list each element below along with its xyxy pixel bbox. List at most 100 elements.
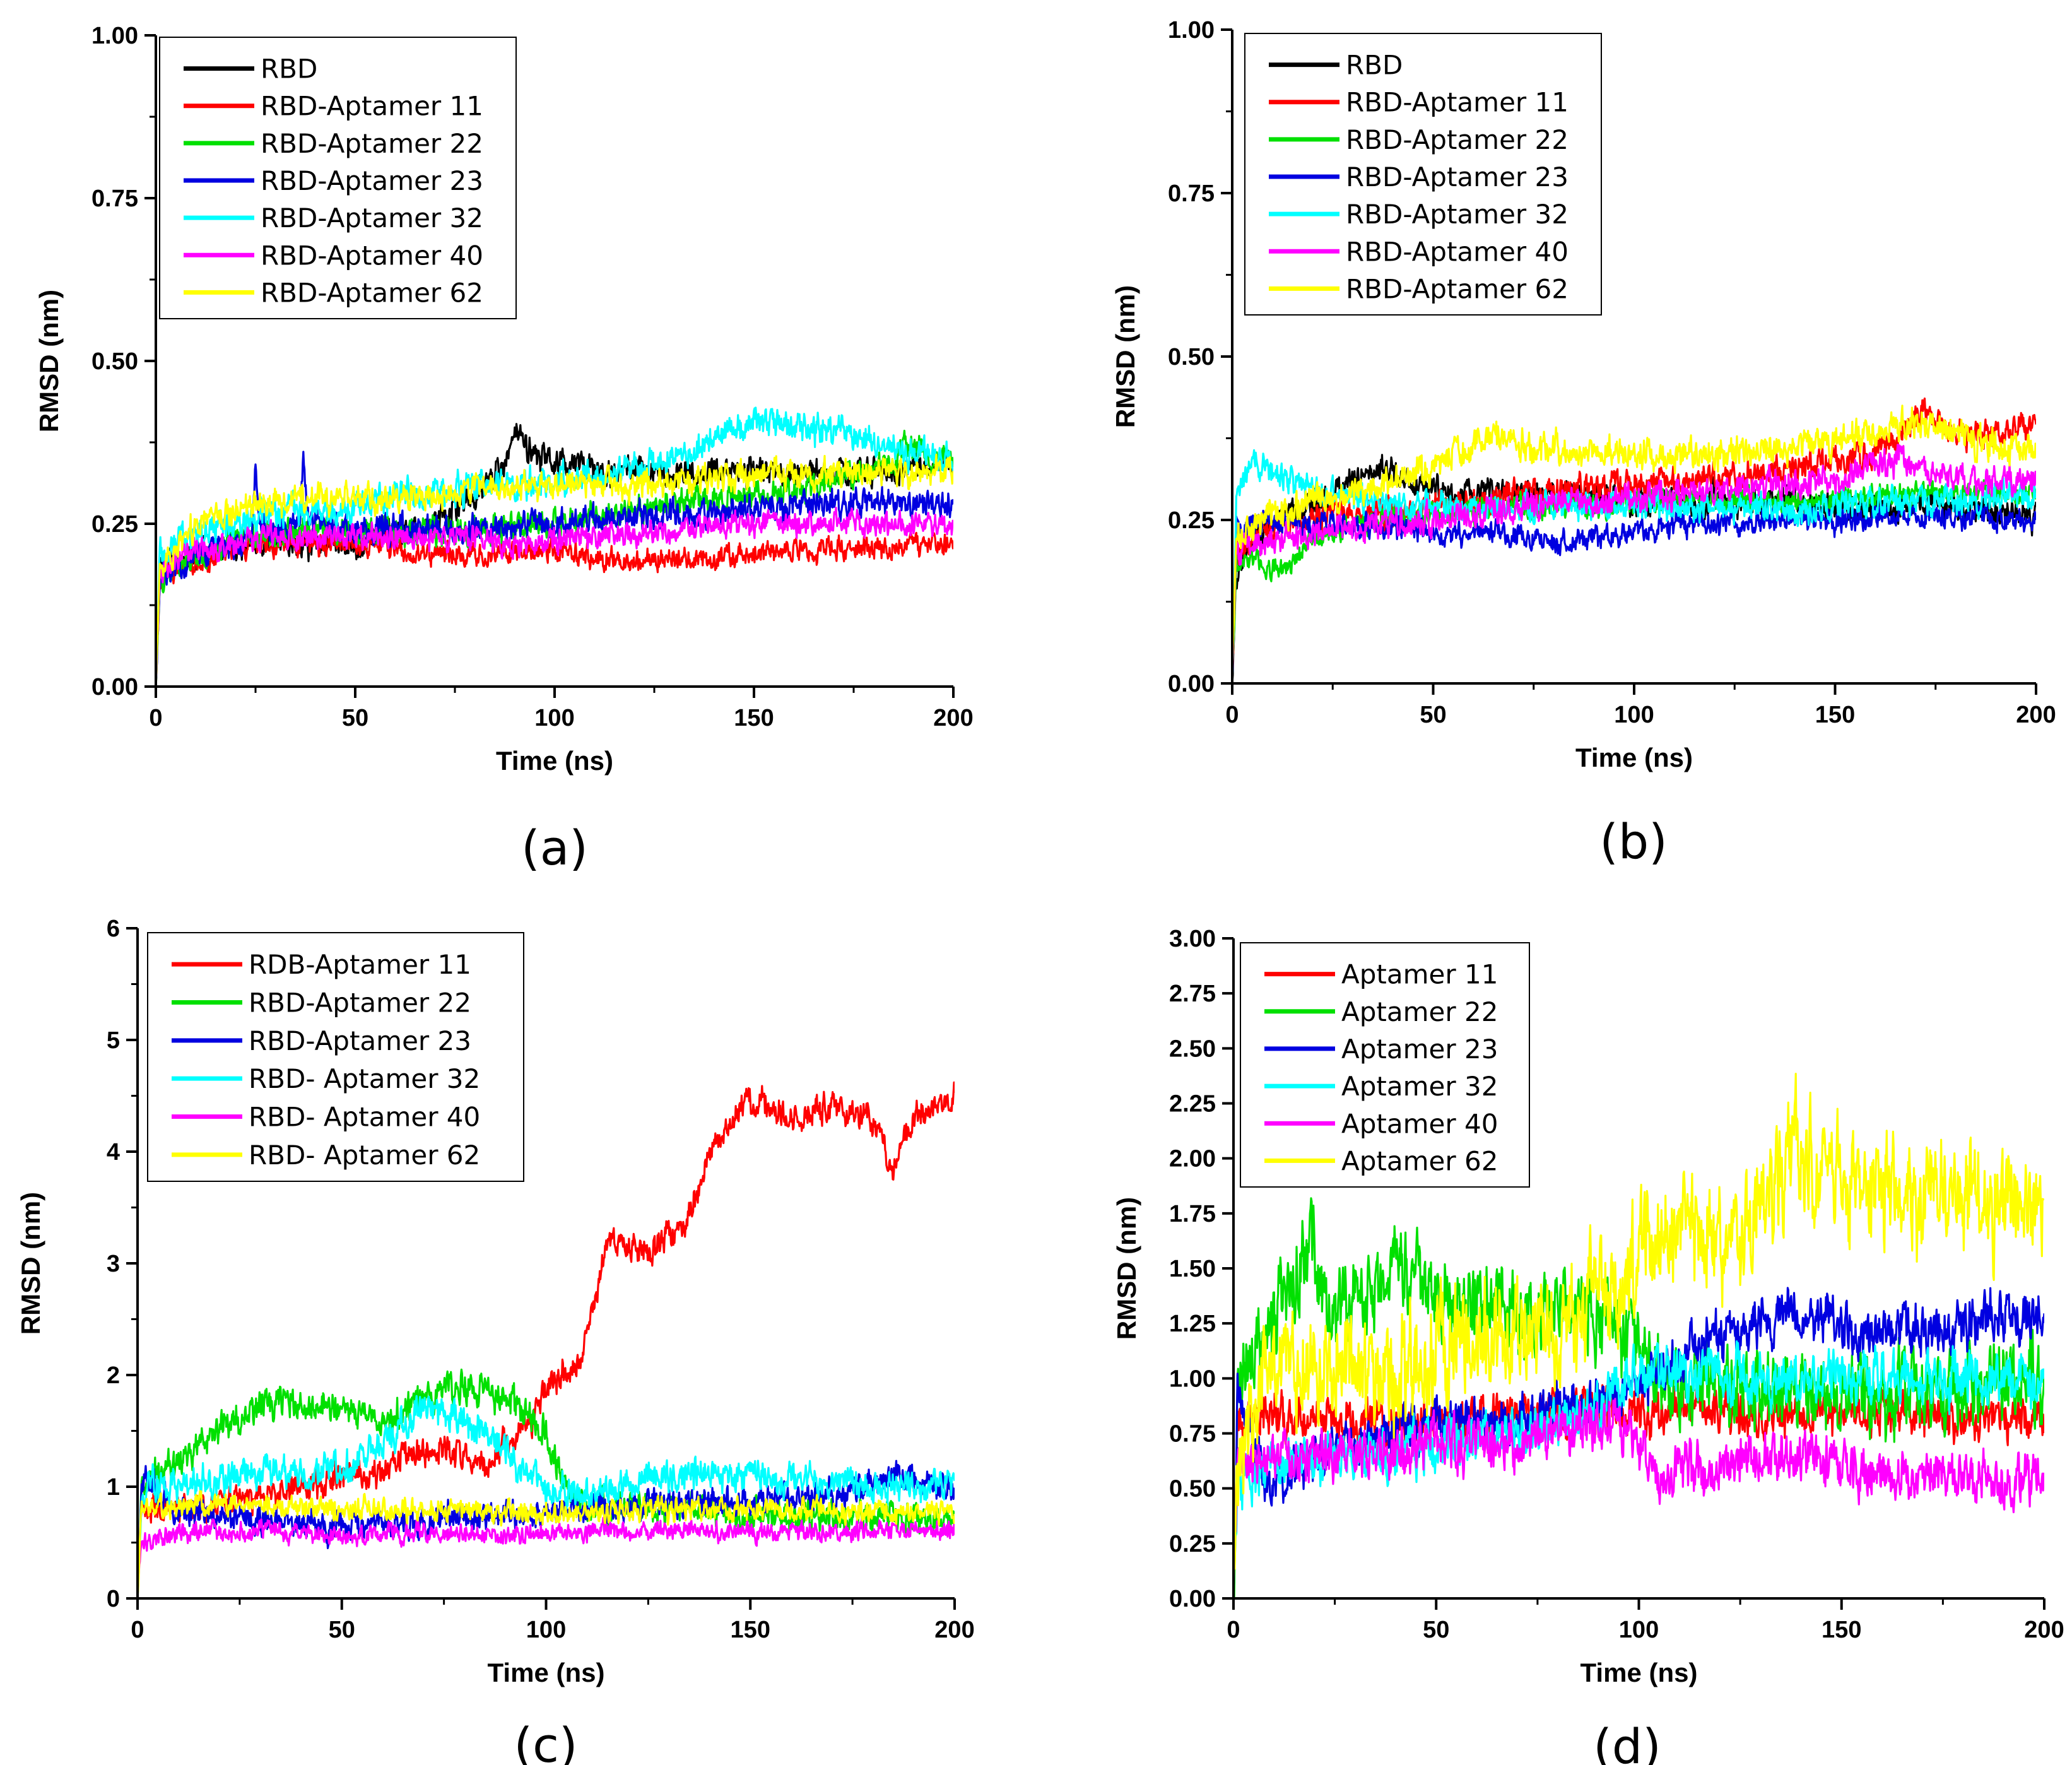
legend: RBD RBD-Aptamer 11 RBD-Aptamer 22 RBD-Aptam… [1244,33,1602,316]
x-tick-label: 0 [1227,1617,1240,1643]
legend-entry-label: RBD-Aptamer 23 [249,1025,471,1056]
y-tick-label: 0.25 [1168,507,1215,534]
series-line-rbd-aptamer-40 [1232,444,2036,683]
series-line-aptamer-62 [1233,1073,2044,1598]
y-tick-label: 1.00 [1169,1366,1216,1392]
chart-panel-b: 0 50 100 150 200 0.00 0.25 0.50 0.75 1.00 Time (ns… [1110,17,2056,870]
legend-entry-label: RBD-Aptamer 11 [261,91,483,122]
y-tick-label: 3 [107,1251,120,1277]
legend-entry-label: RBD-Aptamer 11 [1346,87,1569,118]
legend-entry-label: RBD-Aptamer 22 [1346,124,1569,155]
legend-box [1244,33,1602,316]
y-tick-label: 5 [107,1027,120,1054]
y-tick-label: 1.00 [1168,17,1215,44]
y-tick-label: 0.50 [1168,344,1215,370]
y-tick-label: 0 [107,1586,120,1612]
legend-entry-label: Aptamer 40 [1341,1108,1498,1139]
y-tick-label: 2.00 [1169,1146,1216,1172]
x-tick-label: 50 [1420,702,1446,728]
y-tick-label: 0.25 [1169,1531,1216,1557]
legend-entry-label: RBD-Aptamer 40 [1346,236,1569,267]
x-tick-label: 200 [934,1617,974,1643]
panel-label: (a) [521,820,588,876]
x-tick-label: 150 [1822,1617,1861,1643]
x-tick-label: 0 [1225,702,1239,728]
series-line-rbd--aptamer-62 [138,1490,955,1598]
legend-entry-label: RBD- Aptamer 32 [249,1063,480,1094]
legend-box [159,37,517,319]
panel-label: (b) [1599,813,1668,870]
y-tick-label: 0.25 [91,511,138,538]
y-tick-label: 0.00 [1168,671,1215,697]
legend: RDB-Aptamer 11 RBD-Aptamer 22 RBD-Aptamer … [147,932,524,1182]
series-group [156,406,953,687]
legend-entry-label: RBD [261,54,317,85]
x-tick-label: 50 [1423,1617,1449,1643]
x-axis-label: Time (ns) [488,1658,605,1687]
legend-entry-label: RBD-Aptamer 32 [1346,199,1569,230]
y-tick-label: 1.50 [1169,1256,1216,1282]
y-tick-label: 2.25 [1169,1091,1216,1118]
legend-entry-label: RBD-Aptamer 32 [261,203,483,233]
legend-entry-label: Aptamer 11 [1341,959,1498,990]
series-line-rdb-aptamer-11 [138,1081,955,1598]
legend-entry-label: RBD-Aptamer 22 [261,128,483,159]
chart-panel-d: 0 50 100 150 200 0.00 0.25 0.50 0.75 1.00 1.25 1.50… [1112,926,2064,1765]
x-tick-label: 100 [1619,1617,1659,1643]
legend-entry-label: RBD-Aptamer 23 [261,165,483,196]
x-tick-label: 150 [1815,702,1855,728]
series-group [1233,1073,2044,1598]
x-tick-label: 200 [2024,1617,2064,1643]
legend-entry-label: RBD-Aptamer 23 [1346,162,1569,192]
y-tick-label: 1.75 [1169,1201,1216,1227]
series-line-rbd-aptamer-11 [1232,397,2036,683]
series-line-rbd-aptamer-62 [1232,404,2036,683]
legend-entry-label: RBD- Aptamer 62 [249,1140,480,1171]
x-tick-label: 0 [149,705,162,731]
y-tick-label: 1.25 [1169,1311,1216,1337]
x-axis-label: Time (ns) [1575,743,1693,772]
y-tick-label: 0.75 [1168,180,1215,207]
y-tick-label: 4 [107,1139,120,1166]
x-tick-label: 50 [342,705,368,731]
legend-entry-label: RBD-Aptamer 62 [261,277,483,308]
series-line-aptamer-22 [1233,1197,2044,1598]
y-tick-label: 6 [107,916,120,942]
series-line-aptamer-32 [1233,1340,2044,1598]
legend-entry-label: RBD [1346,50,1403,81]
y-tick-label: 2.75 [1169,981,1216,1007]
y-tick-label: 0.75 [1169,1421,1216,1448]
legend-entry-label: Aptamer 23 [1341,1034,1498,1065]
series-group [1232,397,2036,683]
legend-entry-label: Aptamer 32 [1341,1071,1498,1102]
legend-box [1240,942,1530,1188]
x-axis-label: Time (ns) [496,746,613,776]
y-tick-label: 0.75 [91,186,138,212]
y-axis-label: RMSD (nm) [1112,1197,1141,1340]
series-line-rbd--aptamer-40 [138,1516,955,1598]
legend-entry-label: RDB-Aptamer 11 [249,949,471,980]
y-tick-label: 3.00 [1169,926,1216,952]
x-tick-label: 150 [734,705,774,731]
x-tick-label: 100 [526,1617,566,1643]
legend-entry-label: RBD-Aptamer 40 [261,240,483,271]
legend-entry-label: Aptamer 62 [1341,1145,1498,1176]
series-group [138,1081,955,1598]
series-line-rbd-aptamer-62 [156,453,953,687]
legend: Aptamer 11 Aptamer 22 Aptamer 23 Aptamer 32… [1240,942,1530,1188]
series-line-aptamer-11 [1233,1384,2044,1598]
y-tick-label: 0.00 [91,674,138,700]
x-tick-label: 100 [534,705,574,731]
y-axis-label: RMSD (nm) [16,1192,45,1335]
chart-panel-c: 0 50 100 150 200 0 1 2 3 4 5 6 Time (ns) RMSD (nm) RDB… [16,916,975,1765]
legend-entry-label: RBD-Aptamer 62 [1346,273,1569,304]
x-tick-label: 50 [329,1617,355,1643]
y-tick-label: 0.50 [1169,1476,1216,1502]
legend-box [147,932,524,1182]
y-axis-label: RMSD (nm) [1110,285,1140,428]
x-tick-label: 100 [1614,702,1654,728]
x-tick-label: 200 [2016,702,2056,728]
legend-entry-label: Aptamer 22 [1341,996,1498,1027]
series-line-aptamer-40 [1233,1398,2044,1598]
